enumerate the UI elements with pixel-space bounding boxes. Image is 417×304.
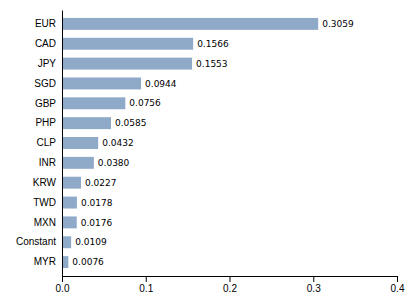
tick: 0.2 bbox=[223, 276, 237, 294]
tick-label: MXN bbox=[34, 217, 56, 228]
category-tick: EUR bbox=[35, 18, 62, 29]
tick-mark bbox=[313, 276, 314, 282]
tick-label: KRW bbox=[33, 177, 57, 188]
data-label: 0.3059 bbox=[322, 19, 354, 29]
bar bbox=[62, 157, 94, 169]
category-tick: KRW bbox=[33, 177, 62, 188]
category-tick: MYR bbox=[34, 256, 62, 267]
chart: 0.0 0.1 0.2 0.3 0.4 EUR CAD JPY SGD GBP PHP CLP INR K… bbox=[0, 0, 417, 304]
tick-label: 0.1 bbox=[139, 283, 153, 294]
tick-label: TWD bbox=[33, 197, 56, 208]
category-tick: CAD bbox=[35, 38, 62, 49]
data-label: 0.0944 bbox=[145, 79, 177, 89]
category-tick: INR bbox=[39, 157, 62, 168]
bar bbox=[62, 77, 141, 89]
axis-line bbox=[63, 277, 398, 283]
value-axis: 0.0 0.1 0.2 0.3 0.4 bbox=[56, 276, 405, 294]
data-label: 0.0227 bbox=[85, 178, 117, 188]
bars bbox=[62, 18, 318, 268]
category-tick: Constant bbox=[16, 236, 62, 247]
tick-label: EUR bbox=[35, 18, 56, 29]
tick-label: MYR bbox=[34, 256, 56, 267]
tick-mark bbox=[397, 276, 398, 282]
category-tick: MXN bbox=[34, 217, 62, 228]
tick-label: INR bbox=[39, 157, 56, 168]
category-tick: TWD bbox=[33, 197, 62, 208]
bar bbox=[62, 38, 193, 50]
tick: 0.3 bbox=[307, 276, 321, 294]
data-label: 0.0432 bbox=[102, 138, 133, 148]
bar bbox=[62, 236, 71, 248]
data-labels: 0.3059 0.1566 0.1553 0.0944 0.0756 0.0585 0.04… bbox=[72, 19, 354, 267]
plot: 0.0 0.1 0.2 0.3 0.4 EUR CAD JPY SGD GBP PHP CLP INR K… bbox=[16, 11, 405, 295]
tick-label: 0.3 bbox=[307, 283, 321, 294]
bar bbox=[62, 18, 318, 30]
category-tick: SGD bbox=[34, 78, 62, 89]
category-tick: PHP bbox=[35, 117, 62, 128]
category-axis: EUR CAD JPY SGD GBP PHP CLP INR KRW TWD MXN Constan… bbox=[16, 11, 63, 277]
tick-label: CAD bbox=[35, 38, 56, 49]
data-label: 0.0178 bbox=[81, 198, 113, 208]
tick-mark bbox=[62, 276, 63, 282]
axis-line bbox=[62, 11, 63, 277]
tick-label: GBP bbox=[35, 97, 56, 108]
tick-label: PHP bbox=[35, 117, 56, 128]
tick-mark bbox=[230, 276, 231, 282]
bar bbox=[62, 177, 81, 189]
tick-label: 0.2 bbox=[223, 283, 237, 294]
data-label: 0.0176 bbox=[81, 218, 113, 228]
bar bbox=[62, 117, 111, 129]
data-label: 0.0076 bbox=[72, 257, 104, 267]
data-label: 0.0380 bbox=[98, 158, 130, 168]
category-tick: JPY bbox=[38, 58, 62, 69]
tick-label: 0.4 bbox=[391, 283, 405, 294]
tick-label: SGD bbox=[34, 78, 56, 89]
bar bbox=[62, 197, 77, 209]
bar bbox=[62, 58, 192, 70]
tick: 0.4 bbox=[391, 276, 405, 294]
data-label: 0.1553 bbox=[196, 59, 228, 69]
bar bbox=[62, 216, 77, 228]
bar bbox=[62, 97, 125, 109]
tick-label: CLP bbox=[37, 137, 57, 148]
tick: 0.1 bbox=[139, 276, 153, 294]
data-label: 0.1566 bbox=[197, 39, 229, 49]
data-label: 0.0585 bbox=[115, 118, 146, 128]
tick-label: JPY bbox=[38, 58, 57, 69]
bar bbox=[62, 137, 98, 149]
tick: 0.0 bbox=[56, 276, 70, 294]
data-label: 0.0109 bbox=[75, 237, 107, 247]
tick-label: Constant bbox=[16, 236, 56, 247]
tick-mark bbox=[146, 276, 147, 282]
category-tick: GBP bbox=[35, 97, 62, 108]
category-tick: CLP bbox=[37, 137, 62, 148]
data-label: 0.0756 bbox=[129, 98, 161, 108]
tick-label: 0.0 bbox=[56, 283, 70, 294]
